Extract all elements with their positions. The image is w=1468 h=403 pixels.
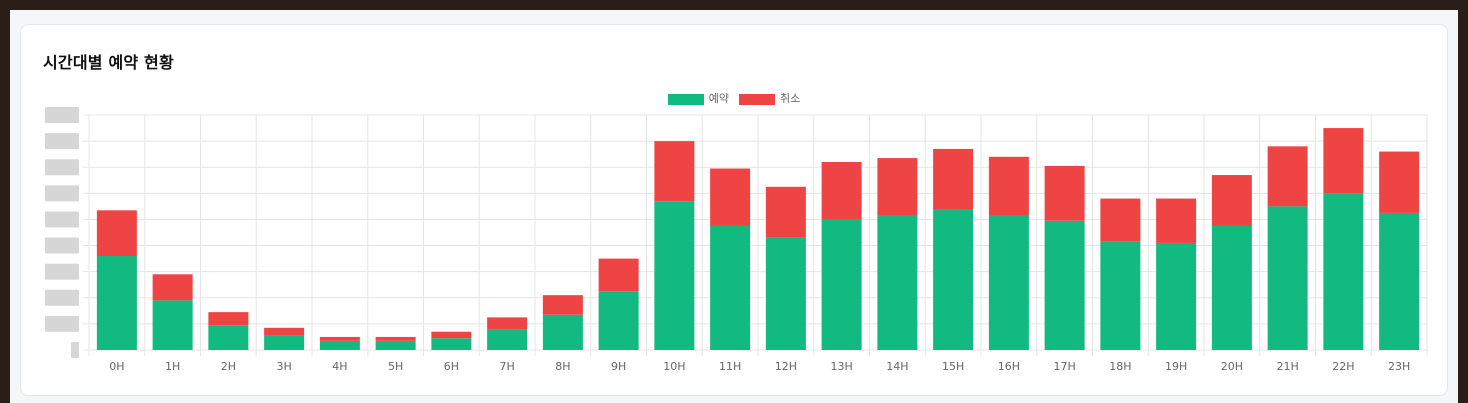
bar-cancel — [375, 336, 416, 341]
x-tick-label: 23H — [1388, 360, 1410, 373]
bar-reservation — [877, 215, 918, 350]
y-tick-label — [45, 107, 79, 123]
legend-label-cancel: 취소 — [780, 92, 801, 105]
bar-cancel — [542, 295, 583, 315]
bar-reservation — [933, 209, 974, 350]
bar-reservation — [1323, 193, 1364, 350]
y-tick-label — [45, 133, 79, 150]
bar-layer — [96, 128, 1420, 350]
x-tick-label: 7H — [499, 360, 514, 373]
x-tick-label: 21H — [1276, 360, 1298, 373]
grid-layer — [83, 114, 1428, 356]
x-tick-label: 11H — [719, 360, 741, 373]
bar-reservation — [821, 219, 862, 350]
x-tick-label: 2H — [221, 360, 236, 373]
x-tick-label: 17H — [1053, 360, 1075, 373]
bar-reservation — [1156, 242, 1197, 350]
y-tick-label — [45, 263, 79, 280]
bar-reservation — [431, 338, 472, 350]
bar-cancel — [710, 168, 751, 226]
y-tick-label — [45, 289, 79, 306]
bar-reservation — [988, 215, 1029, 350]
y-tick-label — [45, 237, 79, 254]
x-tick-label: 13H — [830, 360, 852, 373]
chart-card: 시간대별 예약 현황 예약 취소 0H 1H 2H 3H 4H 5H 6H 7H 8H 9H 10H… — [20, 24, 1448, 396]
x-tick-label: 0H — [109, 360, 124, 373]
x-tick-label: 22H — [1332, 360, 1354, 373]
bar-cancel — [598, 258, 639, 292]
legend-item-cancel[interactable]: 취소 — [739, 93, 800, 105]
x-tick-label: 1H — [165, 360, 180, 373]
y-tick-label — [71, 342, 79, 358]
bar-reservation — [1211, 225, 1252, 350]
y-tick-label — [45, 185, 79, 202]
stacked-bar-chart: 0H 1H 2H 3H 4H 5H 6H 7H 8H 9H 10H 11H 12H 13H 14H 15H 16… — [45, 107, 1428, 373]
bar-cancel — [208, 312, 249, 326]
x-tick-label: 8H — [555, 360, 570, 373]
x-tick-label: 14H — [886, 360, 908, 373]
bar-reservation — [375, 340, 416, 350]
bar-reservation — [152, 300, 193, 350]
bar-cancel — [988, 156, 1029, 216]
bar-cancel — [1323, 128, 1364, 194]
bar-cancel — [1044, 165, 1085, 221]
bar-cancel — [821, 162, 862, 220]
y-tick-labels — [45, 107, 79, 358]
y-tick-label — [45, 211, 79, 228]
bar-reservation — [319, 340, 360, 350]
x-tick-label: 5H — [388, 360, 403, 373]
bar-cancel — [152, 274, 193, 301]
legend-label-reservation: 예약 — [708, 92, 729, 105]
bar-cancel — [654, 141, 695, 202]
bar-cancel — [1379, 151, 1420, 213]
x-tick-label: 18H — [1109, 360, 1131, 373]
bar-reservation — [1379, 212, 1420, 350]
bar-cancel — [431, 331, 472, 339]
bar-cancel — [877, 158, 918, 216]
y-tick-label — [45, 159, 79, 176]
bar-reservation — [487, 329, 528, 350]
x-tick-label: 3H — [276, 360, 291, 373]
x-tick-label: 4H — [332, 360, 347, 373]
x-tick-label: 20H — [1221, 360, 1243, 373]
y-tick-label — [45, 315, 79, 332]
bar-reservation — [1100, 241, 1141, 350]
bar-cancel — [319, 336, 360, 341]
bar-cancel — [96, 210, 137, 256]
x-tick-labels: 0H 1H 2H 3H 4H 5H 6H 7H 8H 9H 10H 11H 12H 13H 14H 15H 16… — [109, 360, 1410, 373]
bar-cancel — [1100, 198, 1141, 242]
bar-cancel — [765, 186, 806, 238]
bar-reservation — [765, 237, 806, 350]
x-tick-label: 16H — [998, 360, 1020, 373]
legend-swatch-reservation — [667, 93, 704, 105]
bar-cancel — [1211, 175, 1252, 226]
bar-cancel — [933, 148, 974, 209]
bar-cancel — [1267, 146, 1308, 207]
bar-cancel — [264, 327, 305, 336]
chart-legend: 예약 취소 — [21, 93, 1447, 105]
x-tick-label: 10H — [663, 360, 685, 373]
x-tick-label: 19H — [1165, 360, 1187, 373]
bar-cancel — [1156, 198, 1197, 243]
bar-reservation — [710, 225, 751, 350]
bar-reservation — [208, 325, 249, 350]
bar-cancel — [487, 317, 528, 330]
bar-reservation — [264, 335, 305, 350]
legend-item-reservation[interactable]: 예약 — [667, 92, 729, 105]
x-tick-label: 12H — [775, 360, 797, 373]
x-tick-label: 9H — [611, 360, 626, 373]
bar-reservation — [598, 291, 639, 350]
bar-reservation — [654, 201, 695, 350]
x-tick-label: 15H — [942, 360, 964, 373]
bar-reservation — [1267, 206, 1308, 350]
bar-reservation — [96, 256, 137, 350]
x-tick-label: 6H — [444, 360, 459, 373]
bar-reservation — [542, 314, 583, 350]
legend-swatch-cancel — [739, 93, 775, 105]
bar-reservation — [1044, 220, 1085, 350]
card-title: 시간대별 예약 현황 — [43, 53, 174, 72]
